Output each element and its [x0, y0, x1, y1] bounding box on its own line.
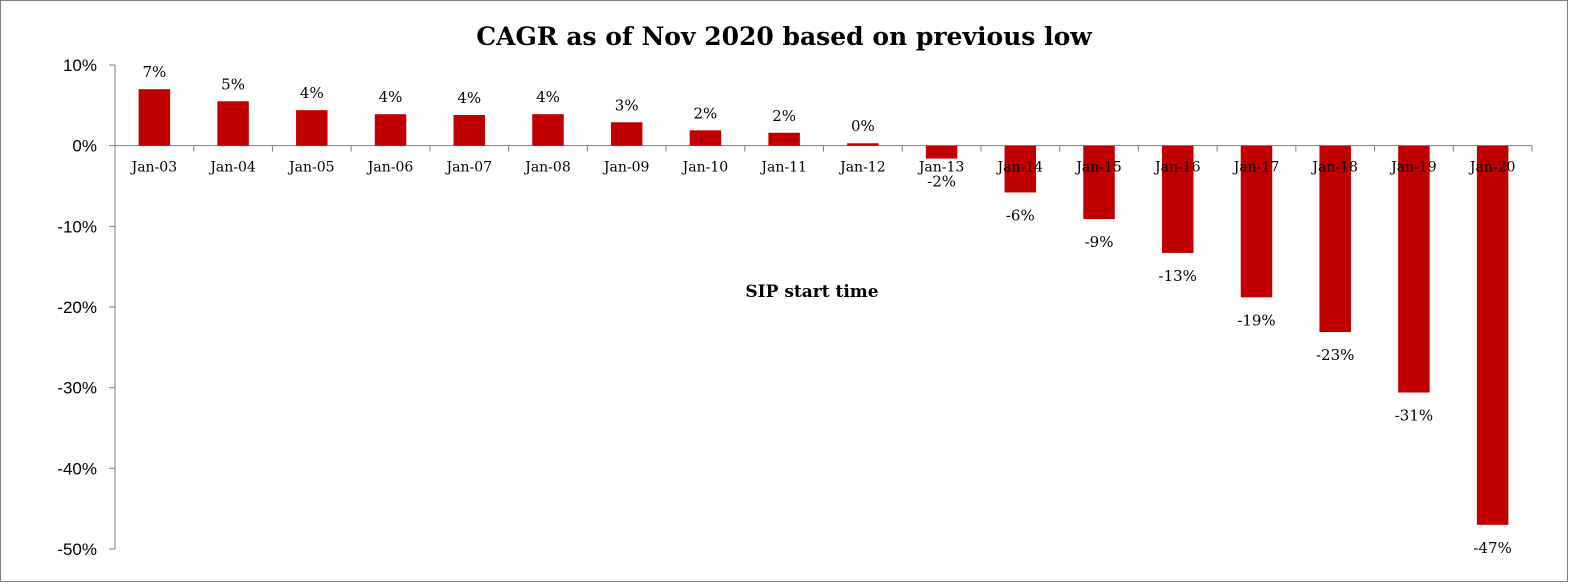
data-label: 4% — [300, 84, 324, 102]
bar-jan-03 — [138, 89, 171, 146]
bar-jan-10 — [689, 130, 722, 146]
y-tick-label: -10% — [57, 217, 97, 236]
x-tick-label: Jan-08 — [523, 160, 571, 176]
chart-title: CAGR as of Nov 2020 based on previous lo… — [476, 22, 1093, 51]
bar-chart: CAGR as of Nov 2020 based on previous lo… — [57, 22, 1533, 559]
data-label: -19% — [1237, 311, 1275, 329]
x-tick-label: Jan-18 — [1310, 160, 1358, 176]
bar-jan-13 — [925, 145, 958, 159]
x-tick-label: Jan-15 — [1074, 160, 1122, 176]
bar-jan-11 — [768, 132, 800, 146]
data-label: 5% — [221, 75, 245, 93]
x-tick-label: Jan-05 — [287, 160, 335, 176]
x-tick-label: Jan-06 — [366, 160, 414, 176]
x-tick-label: Jan-10 — [681, 160, 729, 176]
data-label: 2% — [694, 104, 718, 122]
y-tick-label: 0% — [72, 137, 97, 156]
bar-jan-16 — [1162, 145, 1194, 253]
bar-jan-14 — [1004, 145, 1037, 193]
y-tick-label: -40% — [57, 459, 97, 478]
bar-jan-06 — [374, 114, 407, 146]
x-tick-label: Jan-19 — [1389, 160, 1437, 176]
bar-jan-18 — [1319, 145, 1351, 333]
x-tick-label: Jan-14 — [996, 160, 1044, 176]
data-label: -47% — [1473, 539, 1511, 557]
bar-jan-04 — [217, 101, 249, 146]
x-tick-label: Jan-09 — [602, 160, 650, 176]
x-tick-label: Jan-03 — [130, 160, 178, 176]
y-axis: 10% 0% -10% -20% -30% -40% -50% — [57, 56, 1533, 559]
y-tick-label: 10% — [63, 56, 97, 75]
data-label: -6% — [1006, 206, 1035, 224]
bar-jan-09 — [610, 122, 643, 146]
bar-jan-08 — [532, 114, 564, 146]
data-label: 4% — [457, 89, 481, 107]
x-tick-label: Jan-17 — [1232, 160, 1280, 176]
x-tick-label: Jan-07 — [444, 160, 492, 176]
x-tick-label: Jan-20 — [1468, 160, 1516, 176]
data-label: -2% — [927, 173, 956, 191]
bar-jan-15 — [1083, 145, 1115, 220]
x-tick-label: Jan-11 — [759, 160, 807, 176]
data-label: 4% — [536, 88, 560, 106]
bar-jan-05 — [296, 110, 328, 146]
bar-jan-12 — [847, 143, 879, 146]
y-tick-label: -20% — [57, 298, 97, 317]
bars — [138, 89, 1509, 525]
bar-jan-20 — [1476, 145, 1509, 525]
x-tick-label: Jan-12 — [838, 160, 886, 176]
data-label: -23% — [1316, 346, 1354, 364]
data-label: -31% — [1395, 407, 1433, 425]
bar-jan-19 — [1398, 145, 1430, 393]
x-tick-labels: Jan-03 Jan-04 Jan-05 Jan-06 Jan-07 Jan-08 Jan-… — [130, 160, 1516, 176]
data-label: 7% — [142, 63, 166, 81]
data-label: 2% — [772, 107, 796, 125]
data-label: 0% — [851, 117, 875, 135]
data-labels: 7% 5% 4% 4% 4% 4% 3% 2% 2% 0% -2% -6% -9% -13% -19% -23… — [142, 63, 1511, 557]
bar-jan-17 — [1240, 145, 1273, 298]
x-tick-label: Jan-16 — [1153, 160, 1201, 176]
data-label: -13% — [1159, 267, 1197, 285]
data-label: -9% — [1085, 233, 1114, 251]
x-tick-label: Jan-04 — [208, 160, 256, 176]
data-label: 3% — [615, 96, 639, 114]
bar-jan-07 — [453, 115, 485, 146]
y-tick-label: -50% — [57, 540, 97, 559]
x-tick-label: Jan-13 — [917, 160, 965, 176]
x-axis-title: SIP start time — [745, 282, 878, 302]
y-tick-label: -30% — [57, 379, 97, 398]
data-label: 4% — [379, 88, 403, 106]
